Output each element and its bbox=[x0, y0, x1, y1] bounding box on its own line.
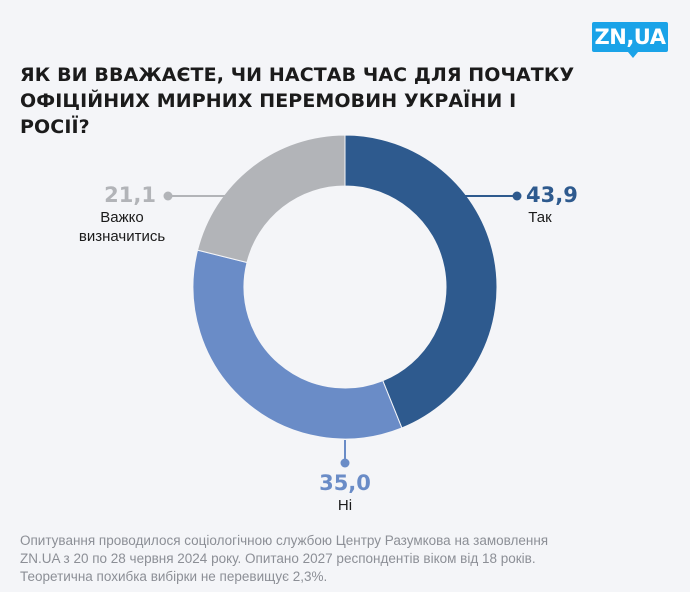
zn-ua-logo: ZN,UA bbox=[592, 22, 668, 58]
footnote-line-3: Теоретична похибка вибірки не перевищує … bbox=[20, 569, 328, 584]
leader-dot-ні bbox=[340, 458, 350, 468]
footnote-line-1: Опитування проводилося соціологічною слу… bbox=[20, 533, 549, 548]
footnote: Опитування проводилося соціологічною слу… bbox=[20, 532, 620, 586]
slice-важко-визначитись bbox=[196, 134, 346, 264]
value-label-важко-визначитись: 21,1 bbox=[104, 183, 156, 207]
slice-ні bbox=[192, 249, 403, 440]
value-label-так: 43,9 bbox=[526, 183, 578, 207]
category-label-ні-line-1: Ні bbox=[338, 497, 352, 514]
leader-dot-так bbox=[512, 191, 522, 201]
category-label-важко-визначитись-line-1: Важко bbox=[100, 209, 143, 226]
category-label-так-line-1: Так bbox=[528, 209, 552, 226]
leader-dot-важко-визначитись bbox=[163, 191, 173, 201]
chart-title: Як ви вважаєте, чи настав час для початк… bbox=[20, 64, 575, 138]
footnote-line-2: ZN.UA з 20 по 28 червня 2024 року. Опита… bbox=[20, 551, 536, 566]
value-label-ні: 35,0 bbox=[319, 471, 371, 495]
category-label-важко-визначитись-line-2: визначитись bbox=[79, 228, 165, 245]
slice-так bbox=[344, 134, 498, 429]
donut-chart: 43,9 Так 35,0 Ні 21,1 Важко визначитись bbox=[79, 134, 578, 514]
